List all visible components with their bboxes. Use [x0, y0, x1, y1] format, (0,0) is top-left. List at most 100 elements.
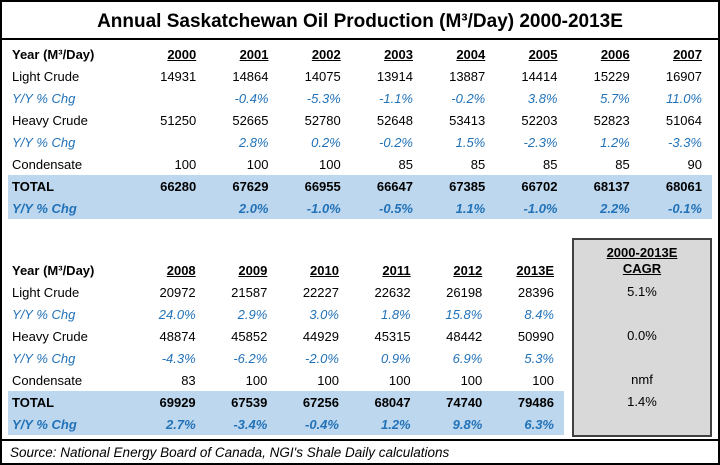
cagr-box-title: 2000-2013E CAGR — [574, 240, 710, 281]
year-label: 2013E — [516, 262, 554, 278]
value-cell — [134, 131, 206, 153]
value-cell: 13914 — [376, 68, 413, 84]
cagr-box: 2000-2013E CAGR 5.1% 0.0% nmf 1.4% — [572, 238, 712, 437]
value-cell: 66647 — [350, 175, 423, 197]
cagr-empty-slot — [574, 347, 710, 369]
cagr-title-line1: 2000-2013E — [606, 245, 678, 260]
value-cell: 90 — [687, 156, 702, 172]
value-cell: 16907 — [665, 68, 702, 84]
year-header: 2004 — [423, 43, 495, 65]
year-header: 2002 — [279, 43, 351, 65]
table-row: Y/Y % Chg 24.0% 2.9% 3.0% 1.8% 15.8% 8.4% — [8, 303, 564, 325]
value-cell: 14075 — [304, 68, 341, 84]
table-row: Y/Y % Chg -4.3% -6.2% -2.0% 0.9% 6.9% 5.3% — [8, 347, 564, 369]
value-cell: 3.8% — [527, 90, 558, 106]
value-cell: 1.1% — [423, 197, 496, 219]
value-cell: 85 — [543, 156, 558, 172]
row-label: Heavy Crude — [12, 112, 88, 128]
value-cell: 45315 — [374, 328, 411, 344]
table-row: Heavy Crude 51250 52665 52780 52648 53413 5220… — [8, 109, 712, 131]
value-cell: 28396 — [517, 284, 554, 300]
value-cell: 100 — [532, 372, 554, 388]
value-cell: 44929 — [302, 328, 339, 344]
value-cell: 52203 — [521, 112, 558, 128]
value-cell — [134, 87, 206, 109]
value-cell: 1.2% — [600, 134, 630, 150]
value-cell: 21587 — [231, 284, 268, 300]
value-cell: 5.3% — [524, 350, 554, 366]
row-label: Y/Y % Chg — [12, 306, 76, 322]
value-cell: 85 — [470, 156, 486, 172]
value-cell: 53413 — [449, 112, 486, 128]
value-cell: 8.4% — [524, 306, 554, 322]
value-cell: 100 — [460, 372, 483, 388]
year-label: 2012 — [453, 262, 483, 278]
row-label: TOTAL — [8, 175, 134, 197]
value-cell: 2.2% — [567, 197, 640, 219]
value-cell: -6.2% — [233, 350, 268, 366]
cagr-value: 0.0% — [627, 328, 657, 343]
table-row: Y/Y % Chg 2.0% -1.0% -0.5% 1.1% -1.0% 2.2% -0.1… — [8, 197, 712, 219]
cagr-title-line2: CAGR — [622, 261, 662, 276]
year-header: 2009 — [206, 259, 278, 281]
value-cell: -3.4% — [205, 413, 278, 435]
report-title: Annual Saskatchewan Oil Production (M³/D… — [97, 11, 623, 32]
value-cell: 100 — [388, 372, 411, 388]
value-cell: 52665 — [232, 112, 269, 128]
value-cell: 1.2% — [348, 413, 421, 435]
production-table-2008-2013e: Year (M³/Day) 2008 2009 2010 2011 2012 2013E Li… — [8, 259, 564, 435]
value-cell: 20972 — [159, 284, 196, 300]
value-cell: 79486 — [492, 391, 564, 413]
table-row: Y/Y % Chg 2.7% -3.4% -0.4% 1.2% 9.8% 6.3% — [8, 413, 564, 435]
cagr-empty-slot — [574, 303, 710, 325]
value-cell: 0.9% — [380, 350, 411, 366]
row-label: Y/Y % Chg — [8, 413, 134, 435]
value-cell: 48874 — [159, 328, 196, 344]
value-cell: 9.8% — [420, 413, 493, 435]
production-table-2000-2007: Year (M³/Day) 2000 2001 2002 2003 2004 2005 200… — [8, 43, 712, 219]
year-header: 2013E — [492, 259, 564, 281]
value-cell: 100 — [317, 372, 339, 388]
value-cell: 67629 — [206, 175, 279, 197]
source-divider — [2, 439, 718, 441]
value-cell: 22227 — [302, 284, 339, 300]
value-cell: 100 — [319, 156, 341, 172]
value-cell: 50990 — [517, 328, 554, 344]
value-cell: 100 — [174, 156, 197, 172]
year-label: 2003 — [384, 46, 413, 62]
value-cell: 14931 — [160, 68, 197, 84]
year-header: 2008 — [134, 259, 206, 281]
value-cell: 85 — [398, 156, 413, 172]
table-row: Condensate 100 100 100 85 85 85 85 90 — [8, 153, 712, 175]
value-cell: 6.9% — [452, 350, 483, 366]
row-label: Heavy Crude — [12, 328, 88, 344]
value-cell: 22632 — [374, 284, 411, 300]
value-cell: 6.3% — [492, 413, 564, 435]
value-cell: 69929 — [134, 391, 206, 413]
value-cell: -0.5% — [350, 197, 423, 219]
value-cell: 26198 — [446, 284, 483, 300]
value-cell: -1.0% — [278, 197, 351, 219]
row-label: Light Crude — [12, 284, 80, 300]
value-cell: 2.8% — [238, 134, 269, 150]
year-header: 2005 — [495, 43, 567, 65]
value-cell: -1.0% — [495, 197, 568, 219]
value-cell: 85 — [615, 156, 630, 172]
table-row: Y/Y % Chg -0.4% -5.3% -1.1% -0.2% 3.8% 5.7% 11.… — [8, 87, 712, 109]
value-cell: 66702 — [495, 175, 568, 197]
value-cell: 51250 — [160, 112, 197, 128]
value-cell — [134, 197, 207, 219]
year-header: 2006 — [568, 43, 640, 65]
title-divider — [2, 38, 718, 40]
value-cell: -2.0% — [305, 350, 339, 366]
year-header: 2012 — [421, 259, 493, 281]
value-cell: -2.3% — [523, 134, 558, 150]
value-cell: 52823 — [593, 112, 630, 128]
cagr-value: nmf — [631, 372, 653, 387]
value-cell: 51064 — [665, 112, 702, 128]
value-cell: 14414 — [521, 68, 558, 84]
value-cell: 67539 — [205, 391, 278, 413]
lower-section: Year (M³/Day) 2008 2009 2010 2011 2012 2013E Li… — [8, 238, 712, 437]
value-cell: 52648 — [376, 112, 413, 128]
